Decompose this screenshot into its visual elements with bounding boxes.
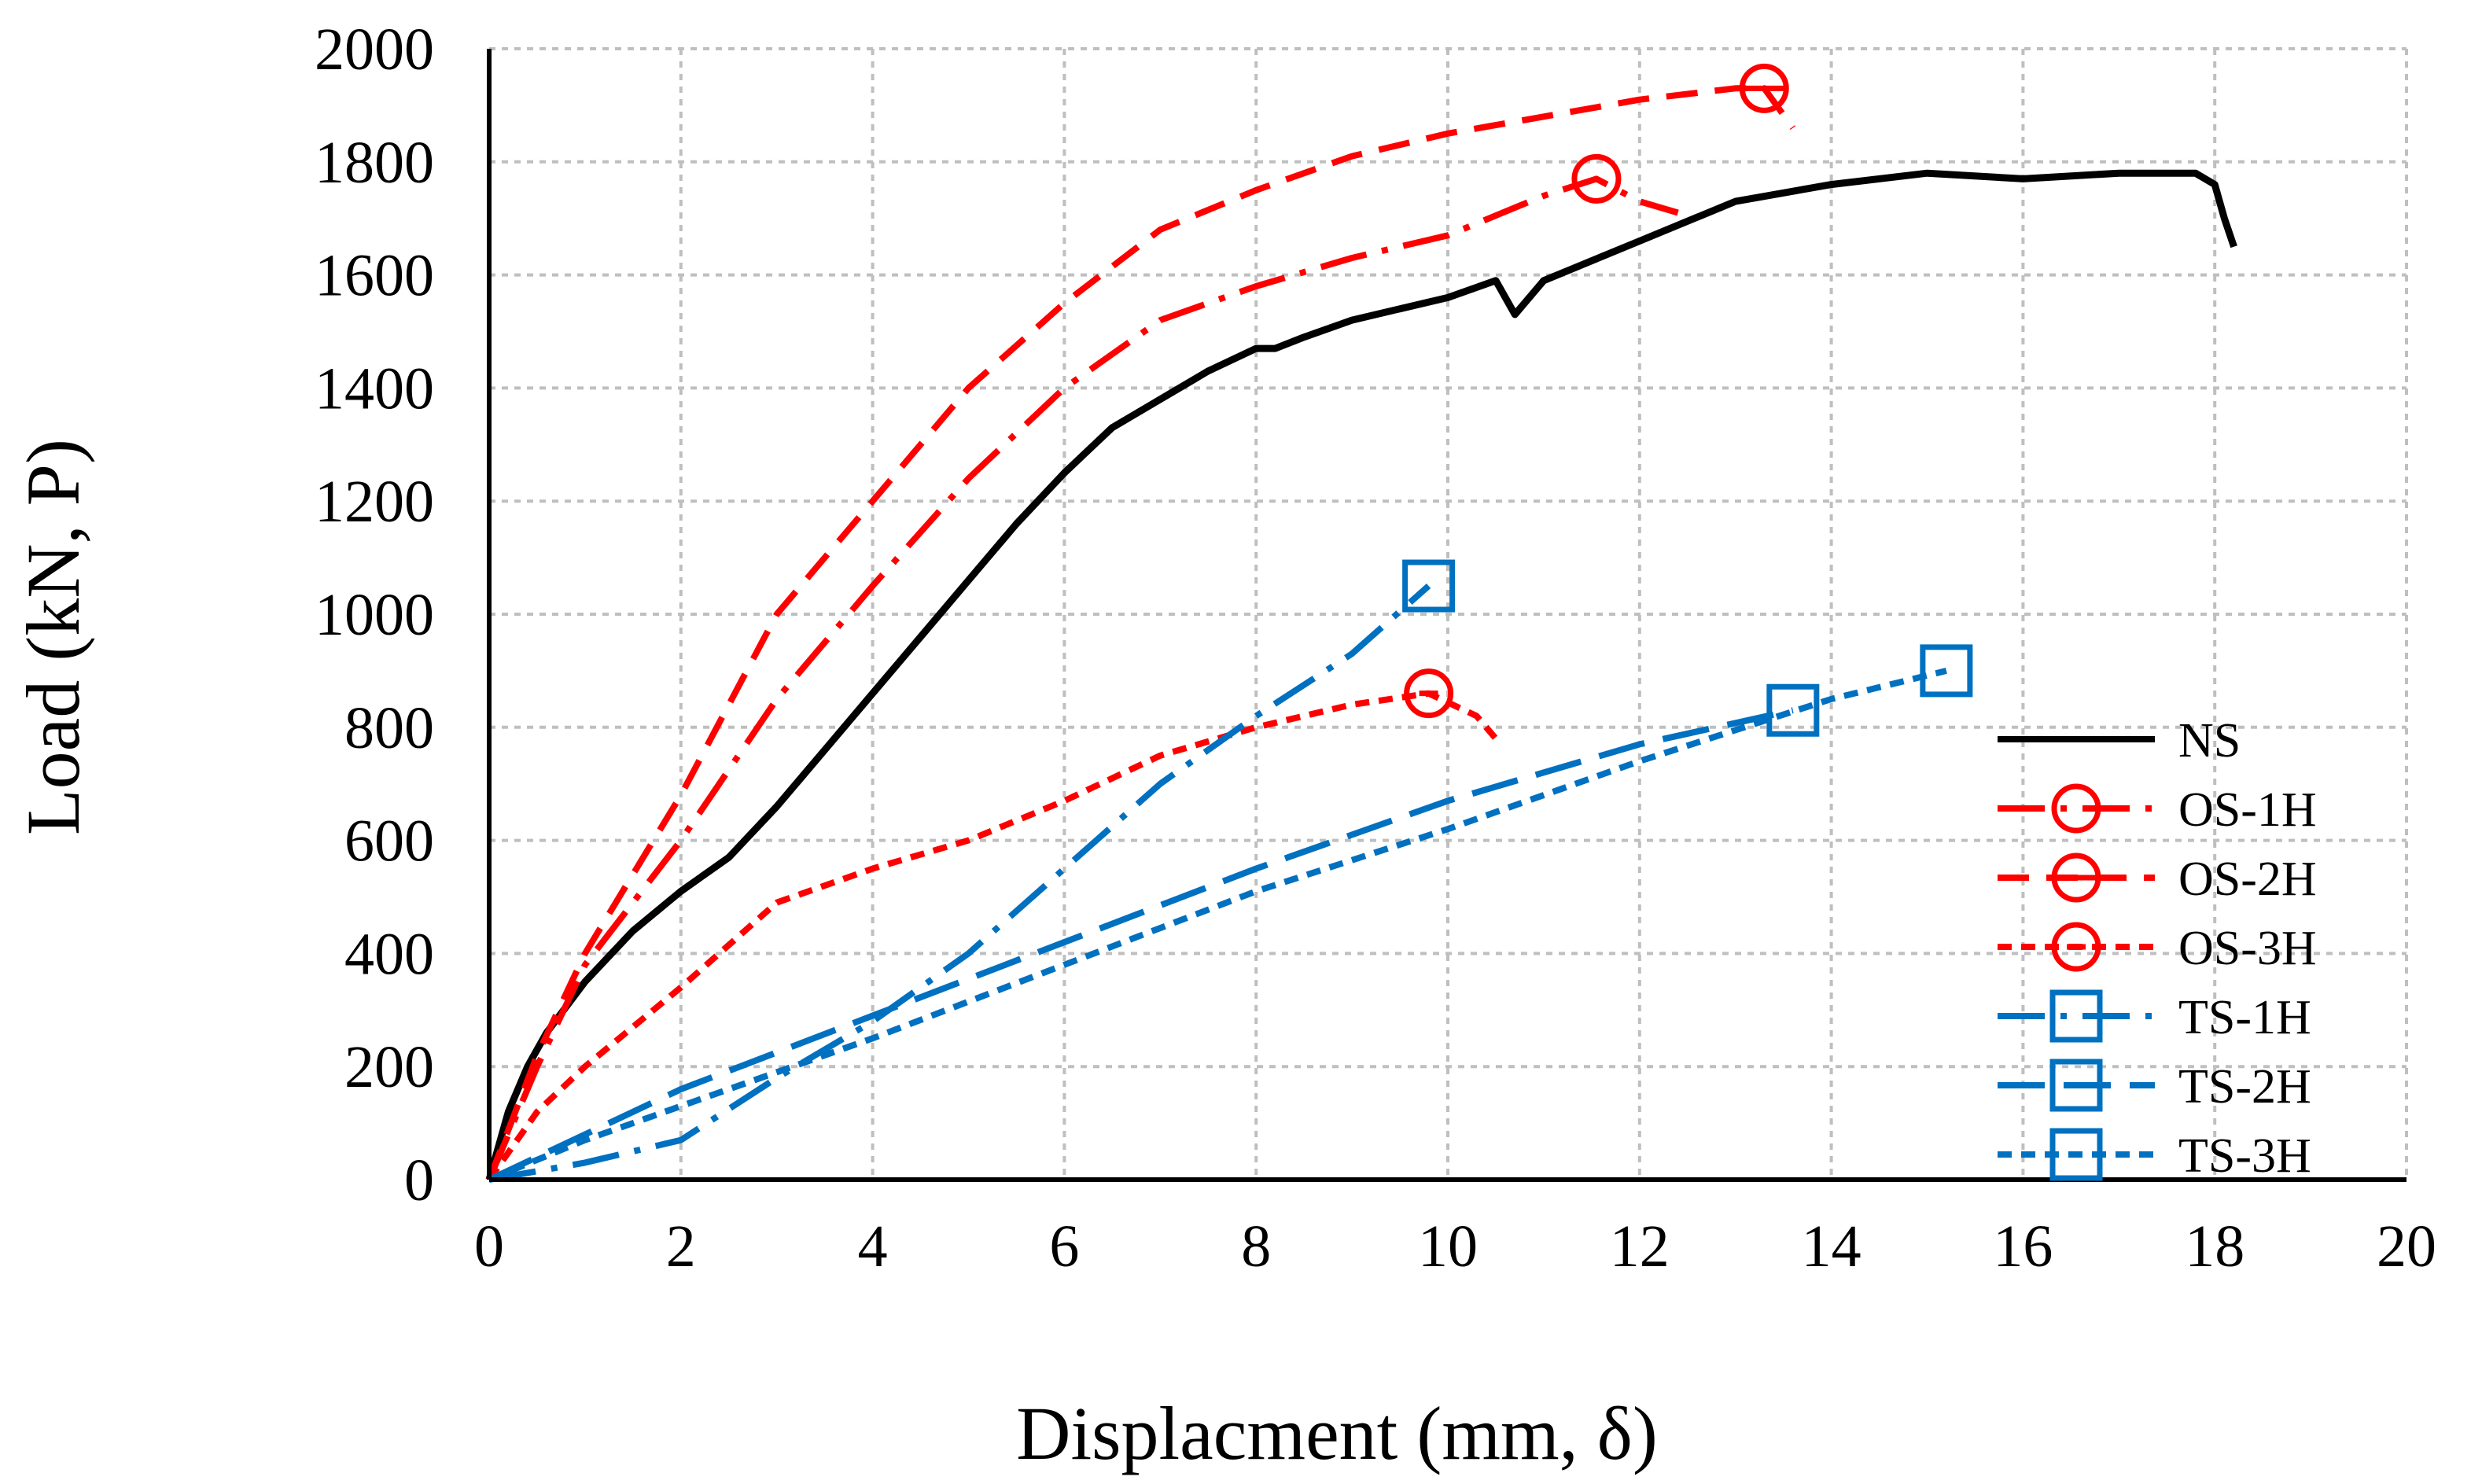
y-tick-label: 400: [344, 921, 434, 987]
legend-marker: [2051, 922, 2101, 972]
x-tick-labels: 0 2 4 6 8 10 12 14 16 18 20: [474, 1213, 2436, 1280]
y-tick-labels: 0 200 400 600 800 1000 1200 1400 1600 1800 2000: [315, 17, 434, 1213]
x-tick-label: 14: [1802, 1213, 1862, 1280]
y-tick-label: 1400: [315, 355, 434, 422]
legend-label: OS-1H: [2178, 783, 2317, 837]
series-line-ns: [485, 169, 2237, 1181]
series-marker-ts-1h: [1402, 559, 1456, 613]
legend-label: TS-3H: [2178, 1129, 2311, 1183]
y-tick-label: 1200: [315, 469, 434, 535]
legend-marker: [2051, 783, 2101, 834]
series-line-ts-1h: [488, 584, 1431, 1183]
legend-marker: [2049, 989, 2103, 1043]
y-tick-label: 0: [404, 1147, 434, 1213]
legend-label: TS-1H: [2178, 991, 2311, 1044]
x-axis-title: Displacment (mm, δ): [1016, 1391, 1658, 1475]
legend-item-ns: NS: [1998, 714, 2241, 768]
x-tick-label: 6: [1049, 1213, 1079, 1280]
series-marker-os-1h: [1571, 153, 1622, 204]
legend-label: TS-2H: [2178, 1060, 2311, 1114]
legend-marker: [2051, 852, 2101, 903]
grid-lines: [489, 47, 2408, 1180]
y-tick-label: 1600: [315, 243, 434, 309]
x-tick-label: 18: [2185, 1213, 2244, 1280]
series-line-os-3h: [486, 690, 1499, 1182]
y-axis-title: Load (kN, P): [11, 439, 95, 835]
series-marker-os-2h: [1739, 63, 1789, 113]
legend-label: OS-2H: [2178, 852, 2317, 906]
x-tick-label: 8: [1241, 1213, 1271, 1280]
legend-item-ts-3h: TS-3H: [1998, 1128, 2311, 1183]
series-line-ts-2h: [488, 707, 1794, 1183]
legend-item-os-2h: OS-2H: [1998, 852, 2317, 906]
legend-item-ts-1h: TS-1H: [1998, 989, 2311, 1044]
y-tick-label: 200: [344, 1034, 434, 1100]
y-tick-label: 600: [344, 808, 434, 875]
series-marker-ts-2h: [1766, 683, 1820, 737]
legend-label: NS: [2178, 714, 2241, 768]
x-tick-label: 16: [1993, 1213, 2053, 1280]
legend-item-os-1h: OS-1H: [1998, 783, 2317, 837]
y-tick-label: 1800: [315, 130, 434, 196]
legend-item-os-3h: OS-3H: [1998, 922, 2317, 975]
series-markers: [1402, 63, 1973, 737]
legend-marker: [2049, 1059, 2103, 1112]
x-tick-label: 10: [1418, 1213, 1478, 1280]
legend-label: OS-3H: [2178, 922, 2317, 975]
x-tick-label: 2: [666, 1213, 696, 1280]
x-tick-label: 4: [858, 1213, 888, 1280]
series-lines: [485, 85, 2237, 1183]
x-tick-label: 12: [1610, 1213, 1670, 1280]
legend-item-ts-2h: TS-2H: [1998, 1059, 2311, 1114]
legend: NS OS-1H OS-2H OS-3H TS-1H TS-2H TS-3H: [1998, 714, 2317, 1183]
series-line-os-2h: [486, 85, 1796, 1181]
series-marker-ts-3h: [1920, 644, 1973, 698]
y-tick-label: 1000: [315, 582, 434, 648]
legend-marker: [2049, 1128, 2103, 1181]
y-tick-label: 800: [344, 695, 434, 761]
x-tick-label: 20: [2377, 1213, 2436, 1280]
x-tick-label: 0: [474, 1213, 504, 1280]
y-tick-label: 2000: [315, 17, 434, 83]
series-marker-os-3h: [1404, 668, 1454, 719]
series-line-os-1h: [486, 175, 1679, 1181]
series-line-ts-3h: [488, 668, 1947, 1183]
